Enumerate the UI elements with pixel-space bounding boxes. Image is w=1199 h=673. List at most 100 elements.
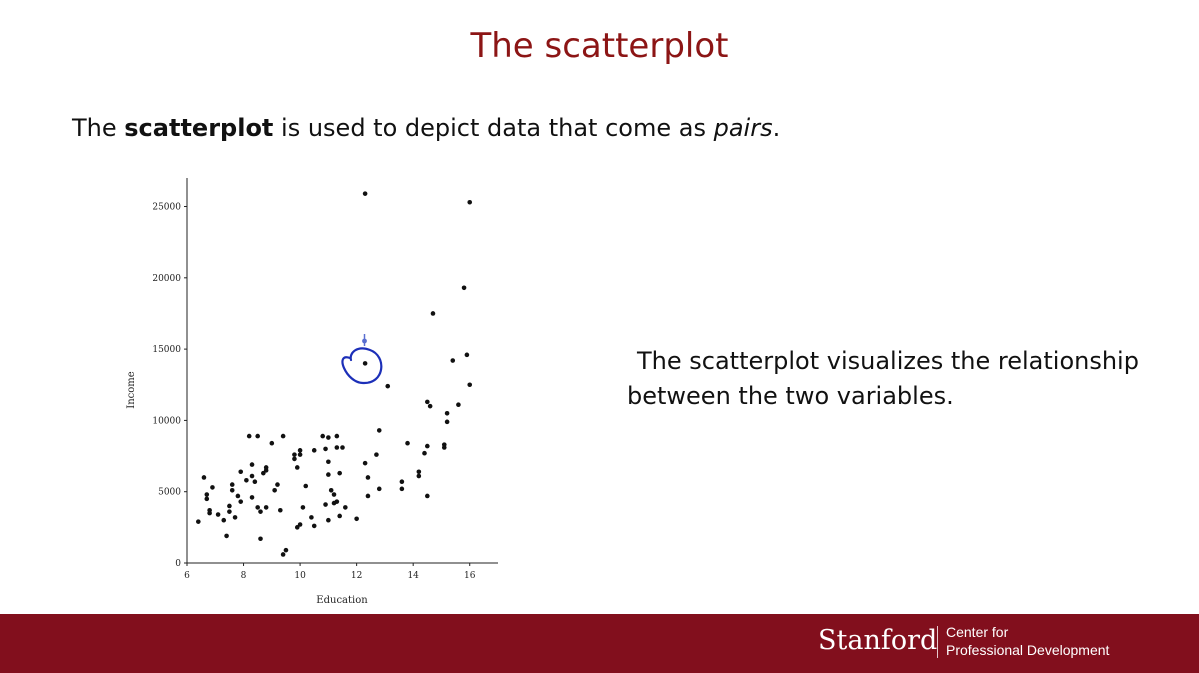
data-point — [416, 469, 422, 475]
data-point — [249, 473, 255, 479]
data-point — [340, 445, 345, 450]
intro-pre: The — [72, 114, 125, 142]
x-tick-label: 6 — [184, 571, 190, 581]
data-point — [261, 470, 266, 476]
data-point — [323, 446, 328, 452]
data-point — [343, 505, 348, 510]
data-point — [376, 428, 382, 433]
data-point — [326, 459, 331, 465]
data-point — [238, 469, 244, 475]
data-point — [292, 456, 297, 462]
center-line-1: Center for — [946, 624, 1009, 640]
data-point — [337, 470, 342, 476]
data-point — [294, 525, 300, 530]
data-point — [399, 486, 405, 492]
data-point — [278, 507, 283, 513]
x-axis-label: Education — [316, 595, 368, 606]
data-point — [467, 199, 473, 205]
data-point — [311, 523, 317, 529]
x-tick-label: 12 — [351, 571, 362, 581]
data-point — [294, 465, 300, 470]
data-points — [196, 191, 473, 557]
y-axis: 0 5000 10000 15000 20000 25000 — [152, 178, 188, 569]
data-point — [258, 536, 263, 542]
data-point — [430, 311, 436, 316]
center-name: Center for Professional Development — [946, 623, 1109, 659]
data-point — [210, 485, 215, 490]
data-point — [280, 552, 286, 557]
data-point — [425, 399, 430, 405]
data-point — [456, 402, 461, 408]
y-axis-label: Income — [126, 371, 137, 408]
annotation-dot — [362, 338, 367, 344]
data-point — [227, 509, 232, 514]
y-tick-label: 20000 — [152, 274, 181, 284]
intro-italic-term: pairs — [713, 114, 773, 142]
data-point — [467, 382, 473, 388]
data-point — [207, 510, 212, 516]
data-point — [201, 475, 207, 480]
data-point — [246, 433, 252, 439]
data-point — [399, 479, 405, 485]
data-point — [229, 487, 235, 493]
data-point — [224, 533, 229, 539]
x-tick-label: 14 — [407, 571, 419, 581]
data-point — [221, 517, 227, 523]
data-point — [425, 443, 430, 449]
data-point — [297, 448, 303, 453]
footer-bar — [0, 614, 1199, 673]
data-point — [444, 419, 450, 425]
scatter-chart: 0 5000 10000 15000 20000 25000 6 8 10 12 14 16 Edu… — [126, 178, 498, 606]
data-point — [326, 435, 331, 440]
data-point — [362, 460, 368, 466]
data-point — [362, 191, 368, 196]
data-point — [252, 479, 258, 485]
data-point — [444, 410, 450, 416]
data-point — [244, 477, 249, 483]
data-point — [283, 547, 289, 553]
y-tick-label: 10000 — [152, 416, 181, 426]
data-point — [334, 445, 340, 450]
data-point — [204, 492, 210, 497]
data-point — [461, 285, 467, 291]
x-tick-label: 10 — [294, 571, 306, 581]
data-point — [320, 433, 326, 439]
y-tick-label: 0 — [175, 559, 181, 569]
data-point — [311, 448, 317, 453]
data-point — [334, 433, 340, 439]
data-point — [235, 493, 241, 499]
data-point — [303, 483, 309, 489]
data-point — [427, 403, 433, 409]
data-point — [272, 487, 277, 493]
data-point — [376, 486, 382, 492]
intro-mid: is used to depict data that come as — [273, 114, 714, 142]
data-point — [229, 482, 235, 487]
data-point — [204, 496, 210, 502]
data-point — [269, 440, 275, 446]
y-tick-label: 25000 — [152, 203, 181, 213]
data-point — [258, 509, 263, 514]
data-point — [422, 450, 427, 456]
x-tick-label: 16 — [464, 571, 476, 581]
intro-post: . — [772, 114, 781, 142]
data-point — [263, 505, 269, 510]
x-axis: 6 8 10 12 14 16 — [184, 562, 498, 581]
data-point — [297, 452, 303, 457]
data-point — [292, 452, 297, 457]
data-point — [385, 383, 391, 389]
data-point — [215, 512, 221, 517]
data-point — [425, 493, 430, 499]
y-tick-label: 15000 — [152, 345, 181, 355]
data-point — [326, 517, 331, 523]
data-point — [249, 462, 255, 467]
data-point — [365, 493, 371, 499]
data-point — [323, 502, 328, 507]
data-point — [255, 505, 260, 510]
annotation-circle — [341, 347, 383, 385]
logo-divider — [937, 626, 938, 658]
data-point — [334, 499, 340, 504]
data-point — [297, 522, 303, 527]
data-point — [249, 495, 255, 500]
data-point — [441, 445, 447, 450]
data-point — [326, 472, 331, 477]
